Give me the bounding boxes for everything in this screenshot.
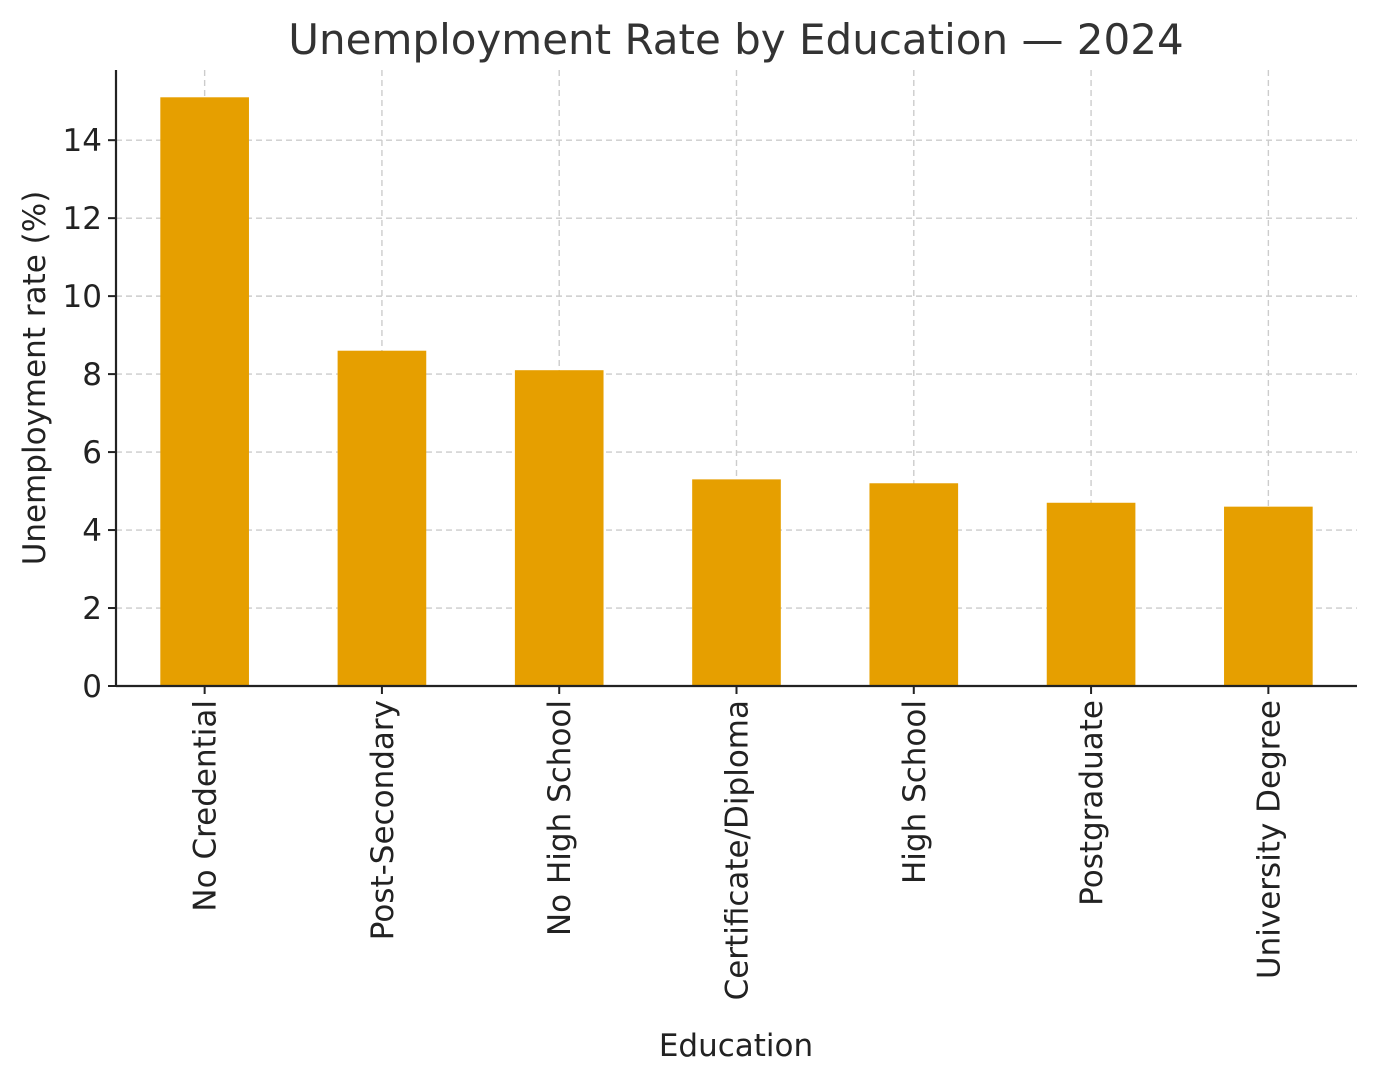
bar bbox=[337, 350, 427, 686]
x-tick-label: Post-Secondary bbox=[365, 700, 401, 940]
chart-title: Unemployment Rate by Education — 2024 bbox=[288, 15, 1183, 64]
y-tick-label: 0 bbox=[82, 669, 102, 705]
y-ticks: 0 2 4 6 8 10 12 14 bbox=[63, 123, 116, 705]
y-axis-label: Unemployment rate (%) bbox=[17, 191, 53, 566]
x-tick-label: Certificate/Diploma bbox=[720, 700, 756, 1000]
x-ticks: No Credential Post-Secondary No High Schoo… bbox=[188, 686, 1287, 1000]
y-tick-label: 4 bbox=[82, 513, 102, 549]
bar bbox=[160, 97, 249, 686]
y-tick-label: 12 bbox=[63, 201, 102, 237]
bar bbox=[869, 483, 959, 686]
bar bbox=[692, 479, 781, 686]
x-tick-label: University Degree bbox=[1251, 700, 1287, 979]
bar bbox=[1046, 502, 1136, 686]
x-tick-label: No Credential bbox=[188, 700, 224, 912]
x-tick-label: No High School bbox=[542, 700, 578, 936]
bar bbox=[514, 370, 604, 686]
bars bbox=[160, 97, 1313, 686]
x-tick-label: Postgraduate bbox=[1074, 700, 1110, 906]
y-tick-label: 14 bbox=[63, 123, 102, 159]
y-tick-label: 6 bbox=[82, 435, 102, 471]
y-tick-label: 10 bbox=[63, 279, 102, 315]
x-tick-label: High School bbox=[897, 700, 933, 884]
bar bbox=[1224, 506, 1313, 686]
y-tick-label: 2 bbox=[82, 591, 102, 627]
y-tick-label: 8 bbox=[82, 357, 102, 393]
x-axis-label: Education bbox=[659, 1028, 813, 1064]
